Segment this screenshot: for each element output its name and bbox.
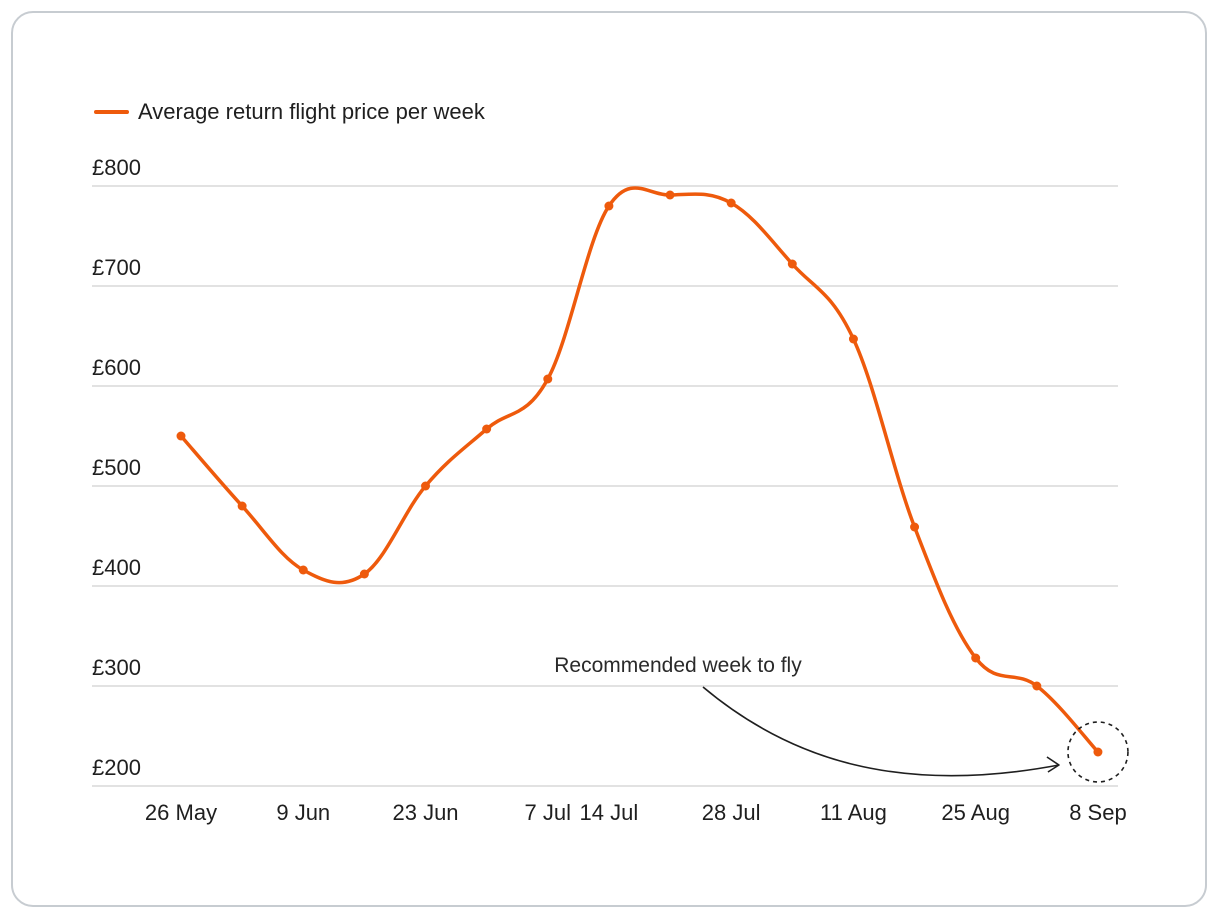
data-point xyxy=(237,501,247,511)
data-point xyxy=(910,522,920,532)
y-tick-label: £400 xyxy=(92,555,141,580)
legend: Average return flight price per week xyxy=(94,99,486,124)
legend-label: Average return flight price per week xyxy=(138,99,486,124)
x-tick-label: 23 Jun xyxy=(392,800,458,825)
data-point xyxy=(665,190,675,200)
y-tick-label: £500 xyxy=(92,455,141,480)
x-tick-label: 9 Jun xyxy=(276,800,330,825)
series-layer xyxy=(176,186,1103,757)
x-tick-label: 14 Jul xyxy=(580,800,639,825)
y-tick-label: £600 xyxy=(92,355,141,380)
x-tick-label: 26 May xyxy=(145,800,217,825)
data-point xyxy=(359,569,369,579)
data-point xyxy=(787,259,797,269)
data-point xyxy=(298,565,308,575)
arrowhead xyxy=(1046,756,1060,773)
data-point xyxy=(543,374,553,384)
annotation-label: Recommended week to fly xyxy=(554,654,802,677)
data-point xyxy=(176,431,186,441)
gridlines xyxy=(92,185,1118,787)
annotation: Recommended week to fly xyxy=(554,654,1129,783)
data-point xyxy=(421,481,431,491)
data-point xyxy=(848,334,858,344)
x-tick-label: 8 Sep xyxy=(1069,800,1127,825)
data-point xyxy=(482,424,492,434)
data-point xyxy=(604,201,614,211)
annotation-arrow xyxy=(702,686,1060,777)
data-point xyxy=(1032,681,1042,691)
y-tick-label: £200 xyxy=(92,755,141,780)
x-tick-label: 28 Jul xyxy=(702,800,761,825)
x-tick-label: 25 Aug xyxy=(941,800,1010,825)
y-tick-label: £700 xyxy=(92,255,141,280)
y-tick-label: £300 xyxy=(92,655,141,680)
y-tick-label: £800 xyxy=(92,155,141,180)
data-point xyxy=(971,653,981,663)
data-point xyxy=(726,198,736,208)
x-tick-label: 11 Aug xyxy=(820,800,887,825)
series-line xyxy=(179,186,1100,754)
chart-card xyxy=(11,11,1207,907)
highlight-ring xyxy=(1067,721,1129,783)
y-axis-ticks: £800 £700 £600 £500 £400 £300 £200 xyxy=(92,155,141,780)
x-axis-ticks: 26 May 9 Jun 23 Jun 7 Jul 14 Jul 28 Jul 11 Aug… xyxy=(145,800,1127,825)
data-point xyxy=(1093,747,1103,757)
x-tick-label: 7 Jul xyxy=(525,800,571,825)
